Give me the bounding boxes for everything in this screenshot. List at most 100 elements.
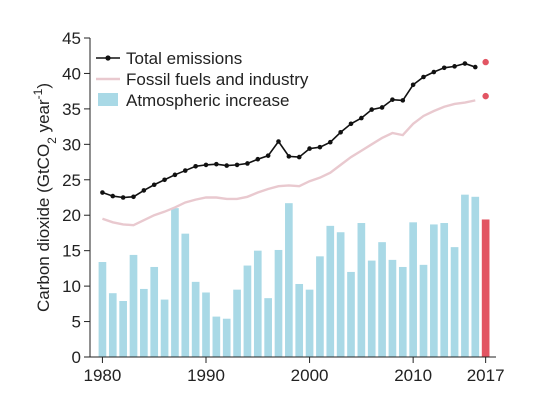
legend-label: Total emissions — [126, 49, 242, 68]
total-emissions-point-1997 — [276, 139, 281, 144]
total-emissions-point-2013 — [441, 65, 447, 71]
bar-2011 — [419, 264, 428, 357]
total-emissions-point-1980 — [100, 190, 105, 195]
y-tick-label-35: 35 — [62, 100, 81, 119]
total-emissions-point-2010 — [410, 82, 416, 88]
bar-2007 — [378, 242, 386, 357]
legend-item-0: Total emissions — [96, 49, 242, 68]
bar-2006 — [367, 260, 376, 357]
y-tick-label-40: 40 — [62, 64, 81, 83]
legend-item-1: Fossil fuels and industry — [96, 70, 309, 89]
bar-2003 — [336, 232, 345, 357]
total-emissions-point-1986 — [162, 177, 167, 183]
x-tick-label-2017: 2017 — [467, 366, 505, 385]
total-emissions-point-1982 — [120, 195, 126, 200]
total-emissions-point-2000 — [307, 146, 312, 151]
total-emissions-point-1983 — [131, 194, 136, 200]
total-emissions-point-2009 — [400, 98, 406, 103]
x-tick-label-1990: 1990 — [187, 366, 225, 385]
total-emissions-point-2002 — [327, 139, 333, 145]
bar-2016 — [471, 196, 480, 357]
bar-1990 — [202, 292, 210, 357]
fossil-fuels-line — [102, 99, 476, 227]
total-emissions-point-1991 — [214, 161, 219, 167]
bar-1993 — [233, 289, 241, 357]
x-tick-label-2000: 2000 — [291, 366, 329, 385]
total-layer — [100, 58, 489, 200]
legend-label: Atmospheric increase — [126, 91, 289, 110]
total-emissions-point-1981 — [110, 193, 116, 199]
bar-1998 — [285, 203, 293, 357]
total-emissions-point-1999 — [296, 154, 302, 160]
bar-1995 — [253, 250, 262, 357]
total-emissions-point-1993 — [234, 162, 240, 168]
bar-1992 — [222, 318, 231, 357]
total-emissions-point-2005 — [359, 115, 364, 121]
y-axis-label: Carbon dioxide (GtCO2 year-1) — [31, 83, 59, 312]
bar-1999 — [295, 283, 304, 357]
total-emissions-point-1996 — [265, 153, 271, 158]
bar-2004 — [347, 271, 355, 357]
x-tick-label-1980: 1980 — [84, 366, 122, 385]
y-tick-label-30: 30 — [62, 135, 81, 154]
y-tick-label-20: 20 — [62, 206, 81, 225]
total-emissions-point-2007 — [379, 105, 385, 110]
bar-1988 — [181, 233, 190, 357]
legend-swatch — [98, 93, 118, 106]
bar-1981 — [108, 293, 117, 357]
bar-2005 — [357, 223, 366, 357]
bar-2010 — [409, 222, 417, 357]
total-emissions-point-1992 — [224, 163, 230, 168]
total-emissions-point-2003 — [338, 129, 343, 135]
y-tick-label-15: 15 — [62, 242, 81, 261]
bar-2013 — [440, 223, 449, 357]
total-emissions-point-1989 — [193, 164, 198, 169]
legend: Total emissions Fossil fuels and industry… — [96, 49, 309, 110]
fossil-layer — [102, 92, 489, 227]
total-emissions-point-1995 — [255, 156, 261, 162]
y-tick-label-10: 10 — [62, 277, 81, 296]
total-emissions-point-2016 — [472, 64, 478, 70]
bar-1984 — [140, 288, 148, 357]
total-emissions-point-1990 — [203, 162, 209, 168]
total-emissions-point-2011 — [421, 74, 426, 80]
axes-layer: 0 5 10 15 20 25 30 35 40 45 1980 1990 2000 2010 2017 — [62, 29, 504, 385]
bar-2014 — [450, 247, 459, 357]
total-emissions-point-1985 — [151, 182, 157, 188]
x-tick-label-2010: 2010 — [394, 366, 432, 385]
total-emissions-point-2006 — [369, 107, 375, 112]
bar-2012 — [430, 224, 438, 357]
bar-1997 — [274, 249, 283, 357]
y-tick-label-5: 5 — [72, 313, 81, 332]
total-emissions-point-1987 — [172, 172, 178, 178]
bar-1985 — [150, 266, 159, 357]
total-emissions-point-1988 — [182, 168, 188, 173]
bar-2017 — [481, 219, 490, 357]
total-emissions-point-2015 — [462, 61, 468, 66]
total-emissions-point-1984 — [141, 188, 147, 193]
bar-2001 — [316, 256, 324, 357]
bar-2000 — [305, 289, 314, 357]
total-emissions-point-1994 — [245, 161, 250, 166]
total-emissions-point-2012 — [431, 69, 437, 75]
bar-1994 — [243, 265, 252, 357]
fossil-fuels-point-2017 — [482, 92, 489, 100]
bar-1989 — [191, 281, 200, 357]
bar-2002 — [326, 225, 335, 357]
total-emissions-point-2008 — [390, 97, 395, 102]
bar-1996 — [264, 298, 272, 357]
bar-1986 — [160, 299, 169, 357]
legend-dot-marker — [105, 55, 111, 61]
total-emissions-point-1998 — [286, 154, 292, 159]
total-emissions-point-2001 — [317, 144, 323, 150]
bar-1983 — [129, 254, 138, 357]
legend-label: Fossil fuels and industry — [126, 70, 309, 89]
bar-1987 — [171, 208, 179, 357]
bar-1991 — [212, 316, 221, 357]
bar-1982 — [119, 300, 127, 357]
bars-layer — [98, 194, 490, 357]
total-emissions-point-2004 — [348, 121, 354, 127]
y-tick-label-45: 45 — [62, 29, 81, 48]
